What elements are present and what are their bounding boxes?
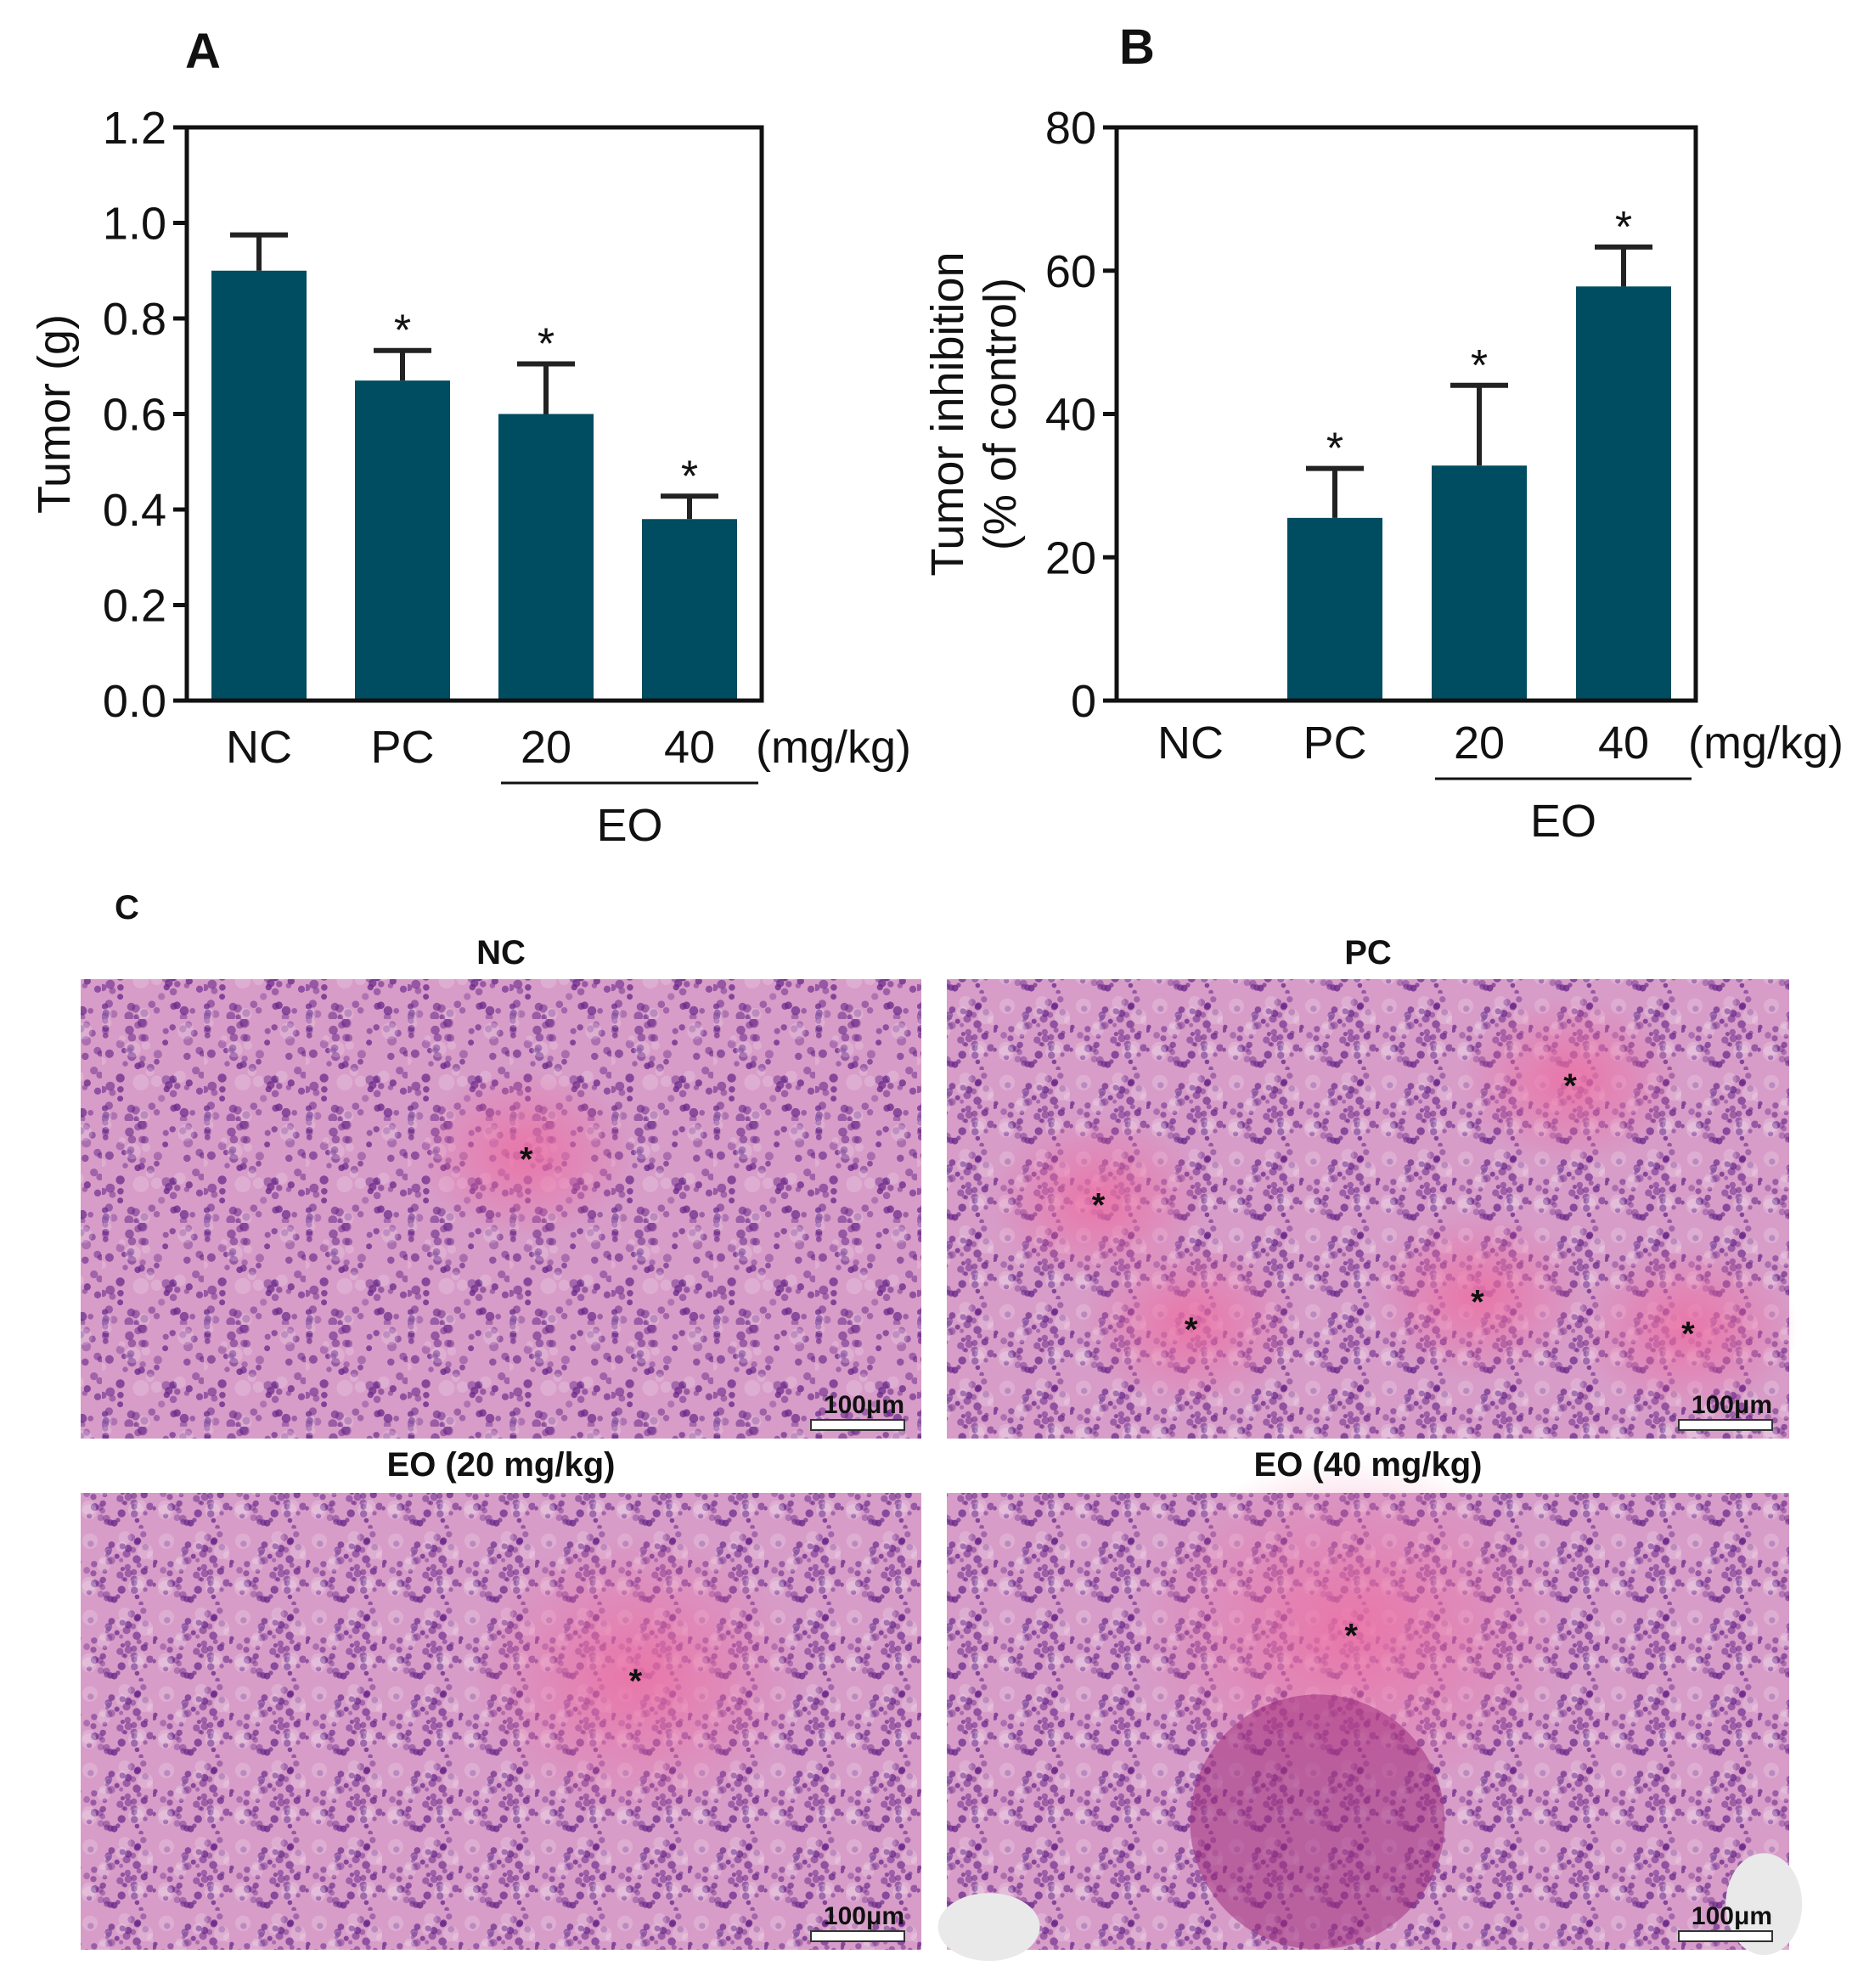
bar-chart-a: NC * PC * 20 * 40 0.0 0.2 0.4 0.6 0.8 1.0 1.2 (mg/kg) E… [29,103,911,851]
chart-b-ytick-label-0: 0 [1071,676,1096,727]
chart-a-bar-3 [642,519,737,701]
necrosis-region-2-0 [465,1531,806,1821]
scale-bar-label-3: 100μm [1692,1902,1772,1930]
histology-image-2: * 100μm [81,1493,921,1950]
scale-bar-label-1: 100μm [1692,1391,1772,1419]
chart-a-bar-2 [498,414,594,701]
necrosis-marker-0-0: * [520,1141,533,1179]
chart-b-category-label-3: 40 [1598,718,1649,769]
necrosis-region-1-1 [988,1114,1209,1285]
histology-image-1: * * * * * 100μm [947,979,1799,1439]
panel-label-b: B [1119,20,1155,75]
histology-grid: * 100μm NC * * * * * 100μm PC * 100μm EO (20 mg/kg) *… [81,934,1803,1962]
scale-bar-label-2: 100μm [824,1902,904,1930]
chart-b-sig-mark-2: * [1471,341,1488,391]
chart-a-ytick-label-0: 0.0 [103,676,166,727]
chart-a-category-label-3: 40 [664,722,715,773]
chart-a-sig-mark-2: * [538,319,555,369]
chart-a-ytick-label-5: 1.0 [103,199,166,250]
histology-title-3: EO (40 mg/kg) [1254,1446,1483,1484]
chart-b-category-label-1: PC [1303,718,1366,769]
necrosis-region-3-0 [1130,1460,1573,1800]
chart-panel-b: B NC * PC * 20 * 40 0 20 40 60 80 (mg/kg) EO Tumor inh… [922,20,1844,847]
chart-b-bar-1 [1287,517,1382,701]
empty-region-left [937,1893,1040,1962]
chart-b-ylabel-line-1: (% of control) [975,278,1026,550]
necrosis-region-0-0 [415,1068,637,1239]
scale-bar-3 [1678,1930,1773,1942]
chart-a-bar-0 [211,270,307,701]
chart-b-bar-3 [1576,286,1671,701]
chart-b-unit-label: (mg/kg) [1688,718,1844,769]
bar-chart-b: NC * PC * 20 * 40 0 20 40 60 80 (mg/kg) EO Tumor inhib… [922,103,1844,847]
chart-b-bar-2 [1432,465,1527,701]
chart-b-sig-mark-3: * [1615,203,1632,252]
histology-title-1: PC [1344,934,1392,971]
chart-b-group-label: EO [1530,796,1596,847]
chart-a-ytick-label-2: 0.4 [103,485,166,536]
chart-a-ytick-label-1: 0.2 [103,581,166,632]
chart-a-ytick-label-3: 0.6 [103,390,166,441]
dense-cell-region [1190,1694,1445,1950]
necrosis-marker-1-3: * [1471,1283,1484,1321]
necrosis-marker-1-0: * [1563,1067,1577,1105]
chart-a-ytick-label-6: 1.2 [103,103,166,154]
chart-b-sig-mark-1: * [1326,425,1343,474]
histology-panel-c: C * 100μm NC * * * * * 100μm PC * 100μm EO (20 mg/kg… [81,889,1803,1962]
chart-b-ytick-label-4: 80 [1045,103,1096,154]
scale-bar-2 [810,1930,905,1942]
panel-label-c: C [115,889,139,926]
chart-b-ytick-label-1: 20 [1045,532,1096,583]
chart-a-unit-label: (mg/kg) [756,722,911,773]
necrosis-marker-1-2: * [1185,1311,1198,1349]
chart-a-category-label-0: NC [226,722,292,773]
empty-region-right [1725,1853,1803,1956]
chart-b-category-label-0: NC [1157,718,1224,769]
necrosis-region-1-2 [1080,1238,1302,1409]
necrosis-region-1-0 [1460,995,1681,1166]
histology-image-3: * 100μm [937,1460,1803,1962]
chart-a-category-label-2: 20 [521,722,571,773]
scale-bar-0 [810,1419,905,1431]
necrosis-marker-1-4: * [1681,1315,1695,1353]
chart-b-ytick-label-2: 40 [1045,390,1096,441]
chart-a-bar-1 [355,380,450,701]
chart-a-group-label: EO [596,800,662,851]
histology-image-0: * 100μm [81,979,921,1439]
panel-label-a: A [185,24,221,79]
scale-bar-label-0: 100μm [824,1391,904,1419]
chart-a-sig-mark-1: * [394,307,411,356]
chart-b-ytick-label-3: 60 [1045,246,1096,297]
necrosis-region-1-4 [1577,1243,1799,1414]
chart-panel-a: A NC * PC * 20 * 40 0.0 0.2 0.4 0.6 0.8 1.0 1.2 (mg/kg… [29,24,911,851]
chart-a-sig-mark-3: * [681,452,698,501]
histology-title-0: NC [476,934,526,971]
necrosis-marker-2-0: * [629,1663,643,1700]
histology-title-2: EO (20 mg/kg) [387,1446,616,1484]
necrosis-marker-3-0: * [1344,1617,1358,1654]
necrosis-region-1-3 [1366,1211,1588,1382]
chart-a-category-label-1: PC [370,722,434,773]
scale-bar-1 [1678,1419,1773,1431]
chart-a-ylabel: Tumor (g) [29,314,80,514]
chart-b-category-label-2: 20 [1454,718,1505,769]
chart-a-ytick-label-4: 0.8 [103,294,166,345]
chart-b-ylabel-line-0: Tumor inhibition [922,251,973,576]
necrosis-marker-1-1: * [1092,1187,1106,1225]
